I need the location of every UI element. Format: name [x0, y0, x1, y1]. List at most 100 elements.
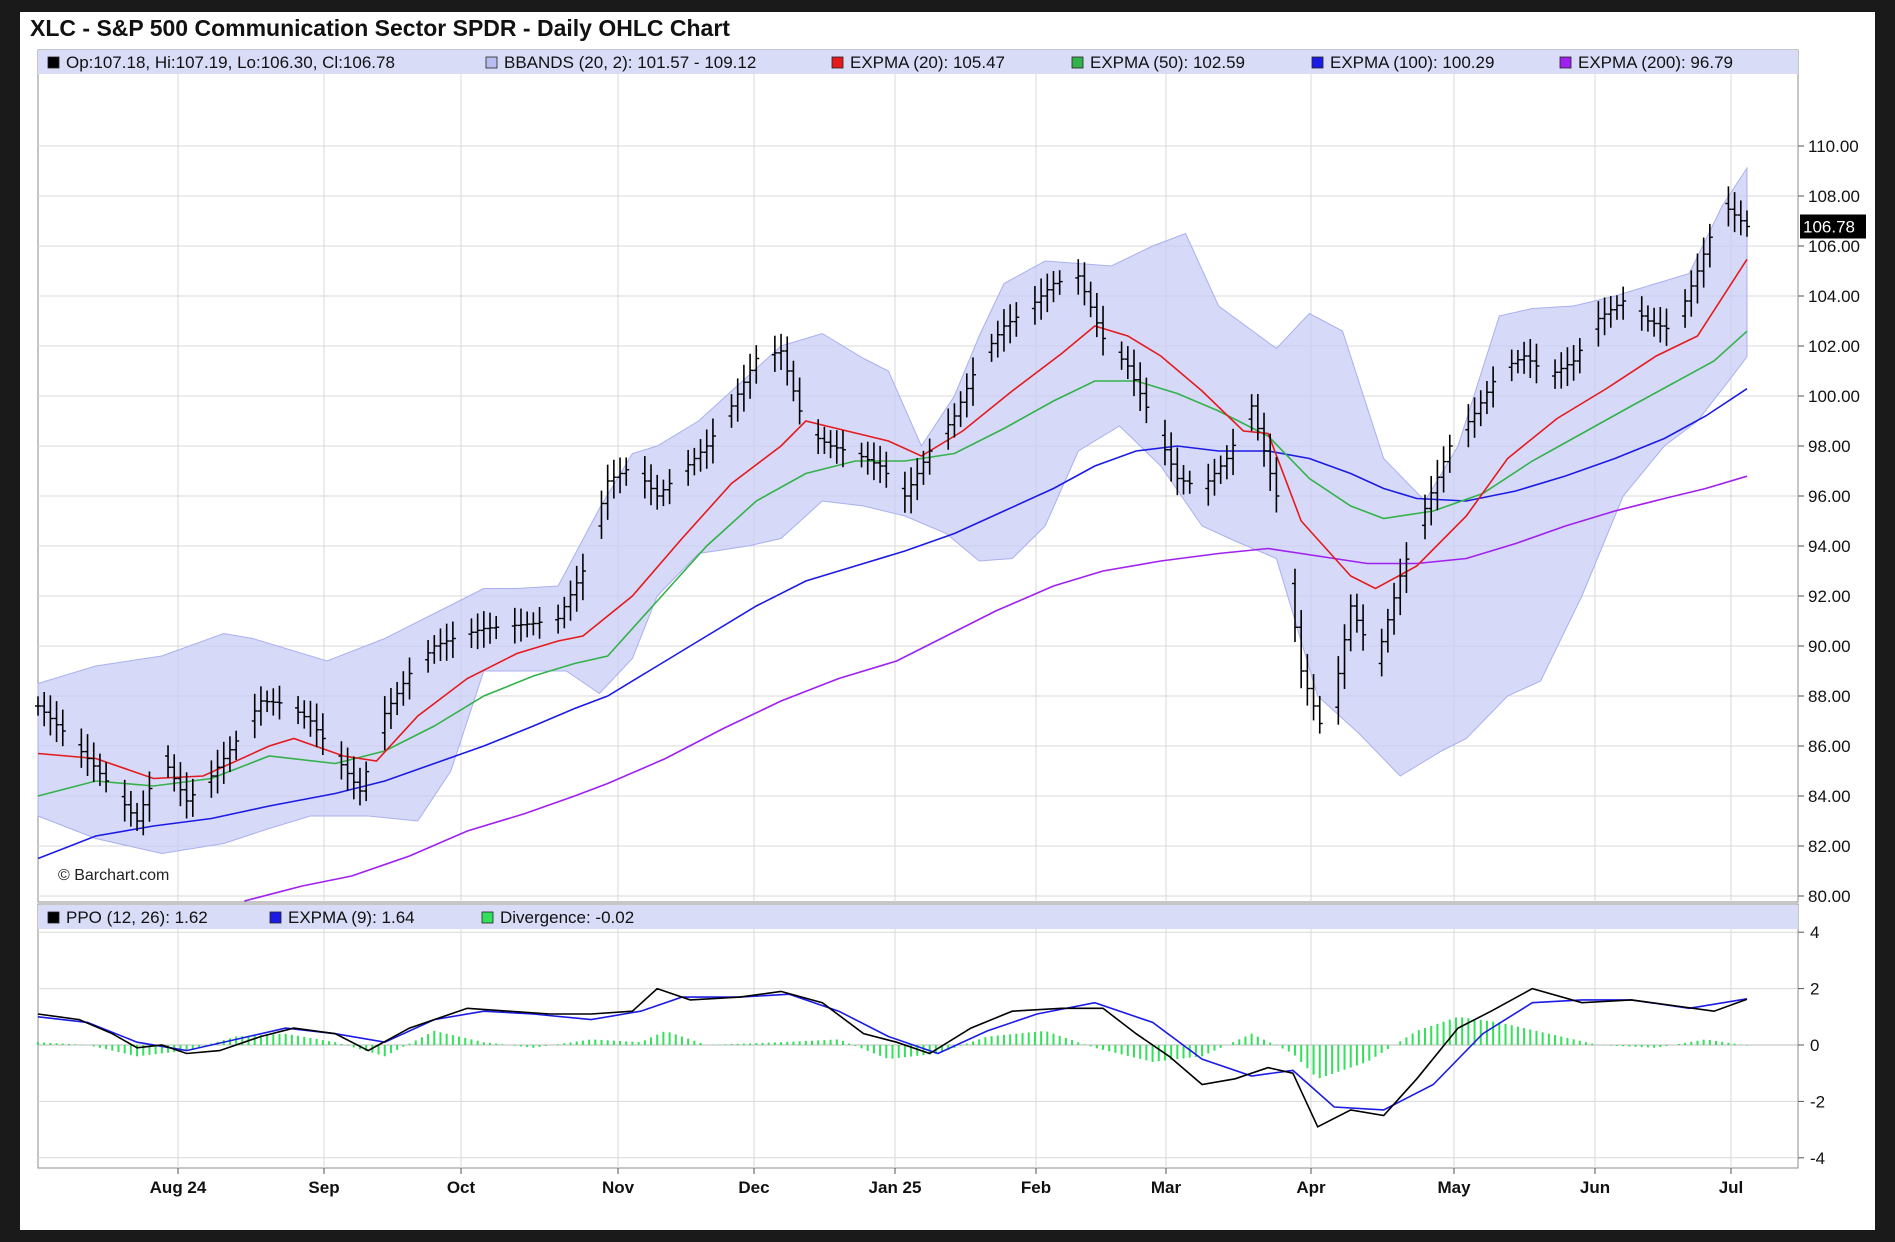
ohlc-bar — [493, 616, 500, 640]
ohlc-bar — [1261, 412, 1268, 467]
ohlc-bar — [1446, 434, 1453, 473]
ohlc-bar — [870, 442, 877, 481]
ppo-tick-label: 0 — [1810, 1036, 1819, 1055]
ohlc-bar — [41, 691, 48, 727]
ohlc-bar — [1180, 465, 1187, 495]
ohlc-bar — [1663, 308, 1670, 346]
ohlc-bar — [784, 336, 791, 386]
ohlc-bar — [96, 753, 103, 786]
ohlc-bar — [709, 418, 716, 464]
legend-label: PPO (12, 26): 1.62 — [66, 908, 208, 927]
ohlc-bar — [1007, 304, 1014, 344]
ohlc-bar — [920, 450, 927, 485]
legend-item: EXPMA (50): 102.59 — [1071, 53, 1245, 72]
ohlc-bar — [1744, 210, 1750, 237]
ohlc-bar — [338, 741, 345, 780]
ohlc-bar — [146, 771, 153, 822]
ohlc-bar — [988, 333, 995, 362]
ohlc-bar — [1694, 253, 1701, 304]
ohlc-bar — [1521, 341, 1528, 374]
ohlc-bar — [883, 451, 890, 488]
y-tick-label: 92.00 — [1808, 587, 1851, 606]
ohlc-bar — [1223, 445, 1230, 480]
legend-label: EXPMA (50): 102.59 — [1090, 53, 1245, 72]
ppo-tick-label: 2 — [1810, 980, 1819, 999]
ohlc-bar — [648, 464, 655, 506]
ohlc-bar — [1601, 297, 1608, 336]
x-tick-label: Feb — [1021, 1178, 1051, 1197]
ohlc-bar — [1490, 366, 1497, 408]
ohlc-bar — [1737, 200, 1744, 236]
ohlc-bar — [35, 696, 41, 716]
price-axis: 80.00 82.00 84.00 86.00 88.00 90.00 92.00 94.00… — [1798, 137, 1860, 906]
ohlc-bar — [1644, 305, 1651, 332]
ohlc-bar — [1044, 273, 1051, 313]
ohlc-bar — [1137, 362, 1144, 411]
x-tick-label: Apr — [1296, 1178, 1326, 1197]
ohlc-bar — [1360, 604, 1367, 651]
legend-label: Divergence: -0.02 — [500, 908, 634, 927]
ohlc-bar — [140, 790, 147, 836]
ohlc-bar — [257, 686, 264, 726]
ohlc-bar — [1267, 433, 1274, 491]
ohlc-bar — [511, 607, 518, 644]
y-tick-label: 98.00 — [1808, 437, 1851, 456]
ohlc-bar — [387, 688, 394, 729]
ohlc-bar — [313, 703, 320, 748]
bollinger-bands — [37, 166, 1748, 855]
ohlc-bar — [1186, 470, 1193, 494]
x-tick-label: Jun — [1580, 1178, 1610, 1197]
ohlc-bar — [1384, 608, 1391, 653]
ohlc-bar — [1031, 286, 1038, 325]
y-tick-label: 108.00 — [1808, 187, 1860, 206]
legend-item: PPO (12, 26): 1.62 — [47, 908, 208, 927]
x-tick-label: May — [1437, 1178, 1471, 1197]
ohlc-bar — [1688, 270, 1695, 317]
ohlc-bar — [1161, 419, 1168, 466]
ohlc-bar — [1428, 476, 1435, 526]
y-tick-label: 88.00 — [1808, 687, 1851, 706]
ohlc-bar — [84, 734, 91, 776]
ohlc-bar — [1000, 309, 1007, 352]
x-tick-label: Aug 24 — [150, 1178, 207, 1197]
ohlc-bar — [356, 767, 363, 806]
ohlc-bar — [1050, 271, 1057, 303]
ohlc-bar — [487, 612, 494, 644]
ohlc-bar — [344, 747, 351, 791]
ohlc-bar — [226, 736, 233, 772]
ohlc-bar — [1124, 346, 1131, 380]
ohlc-bar — [858, 442, 865, 468]
series-line-expma-100- — [37, 388, 1748, 860]
ohlc-bar — [654, 474, 661, 510]
ohlc-bar — [1087, 281, 1094, 318]
ohlc-bar — [1657, 307, 1664, 343]
y-tick-label: 80.00 — [1808, 887, 1851, 906]
ppo-tick-label: -2 — [1810, 1092, 1825, 1111]
ohlc-bar — [833, 430, 840, 464]
legend-label: EXPMA (20): 105.47 — [850, 53, 1005, 72]
ohlc-bar — [1093, 292, 1100, 338]
ohlc-bar — [468, 618, 475, 649]
legend-item: EXPMA (100): 100.29 — [1311, 53, 1494, 72]
ohlc-bar — [1013, 302, 1020, 337]
y-tick-label: 96.00 — [1808, 487, 1851, 506]
ohlc-bar — [1341, 624, 1348, 689]
ppo-axis: -4 -2 0 2 4 — [1798, 923, 1825, 1168]
ohlc-bar — [134, 802, 141, 831]
ohlc-bar — [307, 700, 314, 737]
ohlc-bar — [1477, 390, 1484, 427]
ohlc-bar — [449, 621, 456, 658]
y-tick-label: 100.00 — [1808, 387, 1860, 406]
ppo-lines — [37, 987, 1748, 1128]
ohlc-bar — [1508, 349, 1515, 382]
ohlc-bar — [381, 696, 388, 751]
moving-average-lines — [37, 258, 1748, 902]
ohlc-bar — [1217, 455, 1224, 484]
ohlc-bar — [1552, 359, 1559, 389]
x-tick-label: Jul — [1719, 1178, 1744, 1197]
ohlc-bar — [660, 479, 667, 507]
legend-item: EXPMA (20): 105.47 — [831, 53, 1005, 72]
ohlc-bar — [208, 760, 215, 798]
legend-swatch — [47, 911, 60, 924]
ohlc-bar — [53, 701, 60, 743]
